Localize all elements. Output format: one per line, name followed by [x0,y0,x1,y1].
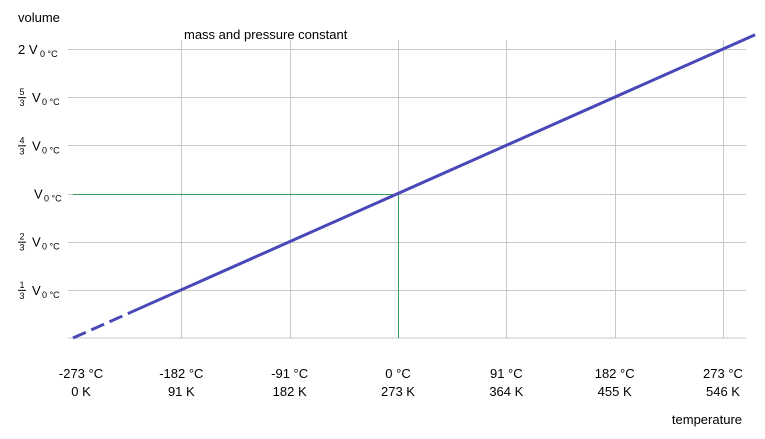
y-tick-fraction-denominator: 3 [19,243,24,253]
x-tick-label-celsius: 273 °C [703,366,743,381]
y-tick-fraction-numerator: 1 [19,280,24,290]
y-tick-subscript: 0 °C [42,290,60,300]
x-tick-label-kelvin: 546 K [706,384,740,399]
x-tick-label-celsius: -182 °C [159,366,203,381]
y-axis-title: volume [18,10,60,25]
y-tick-symbol: V [32,90,41,105]
y-tick-subscript: 0 °C [42,145,60,155]
x-axis-title: temperature [672,412,742,427]
y-tick-symbol: V [32,283,41,298]
x-tick-label-celsius: 182 °C [595,366,635,381]
y-tick-fraction-numerator: 2 [19,232,24,242]
y-tick-label: 13 V 0 °C [18,280,60,301]
x-tick-label-celsius: -91 °C [271,366,308,381]
y-tick-label: 23 V 0 °C [18,232,60,253]
y-tick-symbol: V [32,138,41,153]
y-tick-symbol: V [32,235,41,250]
x-tick-label-kelvin: 0 K [71,384,91,399]
series-line-extrapolated [72,310,132,340]
chart-subtitle: mass and pressure constant [184,27,348,42]
x-tick-label-kelvin: 91 K [168,384,195,399]
x-tick-label-celsius: 0 °C [385,366,410,381]
y-tick-fraction-denominator: 3 [19,98,24,108]
y-tick-fraction-numerator: 4 [19,135,24,145]
y-tick-subscript: 0 °C [44,194,62,204]
y-tick-symbol: V [34,187,43,202]
series-line-solid [130,33,756,314]
x-tick-label-kelvin: 364 K [489,384,523,399]
y-tick-label: 53 V 0 °C [18,87,60,108]
x-tick-label-celsius: -273 °C [59,366,103,381]
y-tick-subscript: 0 °C [42,242,60,252]
y-tick-fraction-denominator: 3 [19,146,24,156]
y-tick-subscript: 0 °C [40,49,58,59]
x-tick-labels: -273 °C 0 K -182 °C 91 K -91 °C 182 K 0 °C 273 … [59,366,743,399]
x-tick-label-celsius: 91 °C [490,366,523,381]
series-layer [72,33,756,340]
y-tick-subscript: 0 °C [42,97,60,107]
y-tick-fraction-denominator: 3 [19,291,24,301]
x-tick-label-kelvin: 273 K [381,384,415,399]
x-tick-label-kelvin: 182 K [273,384,307,399]
reference-lines [73,194,399,338]
x-tick-label-kelvin: 455 K [598,384,632,399]
y-tick-label: 43 V 0 °C [18,135,60,156]
y-tick-symbol: 2 V [18,42,38,57]
y-tick-fraction-numerator: 5 [19,87,24,97]
